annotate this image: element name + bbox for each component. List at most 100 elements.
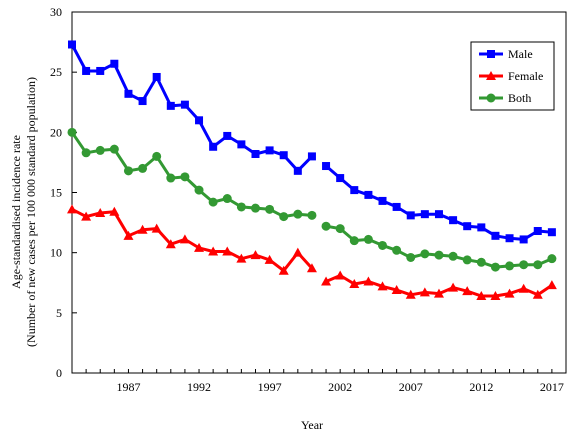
data-point-male (152, 72, 161, 81)
data-point-both (349, 236, 359, 246)
data-point-male (322, 162, 331, 171)
data-point-both (236, 202, 246, 212)
data-point-both (123, 166, 133, 176)
x-tick-label: 1987 (116, 380, 140, 394)
y-axis-title-line-2: (Number of new cases per 100 000 standar… (24, 77, 38, 347)
data-point-female (532, 289, 543, 299)
series-line-both (70, 131, 313, 219)
data-point-male (223, 131, 232, 140)
data-point-both (208, 197, 218, 207)
y-tick-label: 30 (50, 5, 62, 19)
data-point-both (166, 173, 176, 183)
y-axis-title-line-1: Age-standardised incidence rate (9, 135, 23, 289)
data-point-female (194, 242, 205, 252)
data-point-both (448, 251, 458, 261)
data-point-male (307, 152, 316, 161)
data-point-both (505, 261, 515, 271)
series-line-female (71, 207, 314, 273)
data-point-both (462, 255, 472, 265)
legend-label-both: Both (508, 91, 531, 105)
data-point-both (67, 127, 77, 137)
data-point-male (533, 227, 542, 236)
data-point-female (321, 276, 332, 286)
data-point-female (476, 290, 487, 300)
legend-marker-male (487, 50, 495, 58)
x-tick-label: 2007 (399, 380, 423, 394)
data-point-female (165, 239, 176, 249)
data-point-female (67, 204, 77, 214)
legend-label-male: Male (508, 47, 533, 61)
data-point-male (505, 234, 514, 243)
data-point-male (124, 89, 133, 98)
data-point-male (110, 59, 119, 68)
data-point-female (250, 250, 261, 260)
data-point-both (434, 250, 444, 260)
x-tick-label: 2002 (328, 380, 352, 394)
data-point-female (137, 224, 148, 234)
data-point-female (377, 281, 388, 291)
data-point-both (307, 210, 317, 220)
data-point-male (180, 100, 189, 109)
data-point-male (293, 166, 302, 175)
data-point-both (250, 203, 260, 213)
data-point-female (292, 247, 303, 257)
data-point-male (378, 196, 387, 205)
legend-label-female: Female (508, 69, 543, 83)
data-point-female (419, 287, 430, 297)
data-point-male (138, 97, 147, 106)
data-point-female (208, 246, 219, 256)
y-tick-label: 0 (56, 366, 62, 380)
data-point-both (547, 254, 557, 264)
data-point-male (265, 146, 274, 155)
data-point-male (519, 235, 528, 244)
series-line-male (70, 43, 313, 173)
data-point-female (504, 288, 515, 298)
x-axis-title: Year (301, 418, 323, 432)
data-point-female (363, 276, 374, 286)
plot-area: 0 5 10 15 20 25 30 1987 1992 1997 2002 2007 2012 2017 (50, 5, 567, 394)
y-axis-title: Age-standardised incidence rate (Number … (9, 77, 38, 347)
data-point-female (222, 246, 233, 256)
data-point-both (335, 224, 345, 234)
data-point-male (68, 40, 76, 49)
data-point-female (95, 207, 106, 217)
data-point-female (179, 234, 190, 244)
data-point-both (109, 144, 119, 154)
data-point-male (166, 101, 175, 110)
data-point-both (533, 260, 543, 270)
data-point-both (81, 148, 91, 158)
data-point-female (518, 283, 529, 293)
data-point-male (406, 211, 415, 220)
data-point-female (448, 282, 459, 292)
data-point-female (236, 253, 247, 263)
y-tick-label: 5 (56, 306, 62, 320)
data-point-both (279, 212, 289, 222)
data-point-male (82, 66, 91, 75)
x-tick-label: 2012 (469, 380, 493, 394)
data-point-female (81, 211, 92, 221)
series-line-both (325, 224, 553, 269)
data-point-both (222, 194, 232, 204)
data-point-male (237, 140, 246, 149)
data-point-male (420, 210, 429, 219)
data-point-male (195, 116, 204, 125)
data-point-both (180, 172, 190, 182)
data-point-both (265, 204, 275, 214)
data-point-male (336, 174, 345, 183)
data-point-female (490, 290, 501, 300)
data-point-both (476, 257, 486, 267)
x-tick-label: 1992 (187, 380, 211, 394)
legend-marker-female (486, 71, 496, 80)
x-tick-label: 1997 (258, 380, 282, 394)
data-point-male (279, 151, 288, 160)
data-point-both (392, 245, 402, 255)
data-point-female (306, 263, 317, 273)
data-point-female (433, 288, 444, 298)
data-point-male (251, 149, 260, 158)
data-point-female (151, 223, 162, 233)
data-point-male (477, 223, 486, 232)
x-tick-label: 2017 (540, 380, 564, 394)
data-point-female (109, 206, 120, 216)
data-point-female (264, 254, 275, 264)
data-point-both (490, 262, 500, 272)
